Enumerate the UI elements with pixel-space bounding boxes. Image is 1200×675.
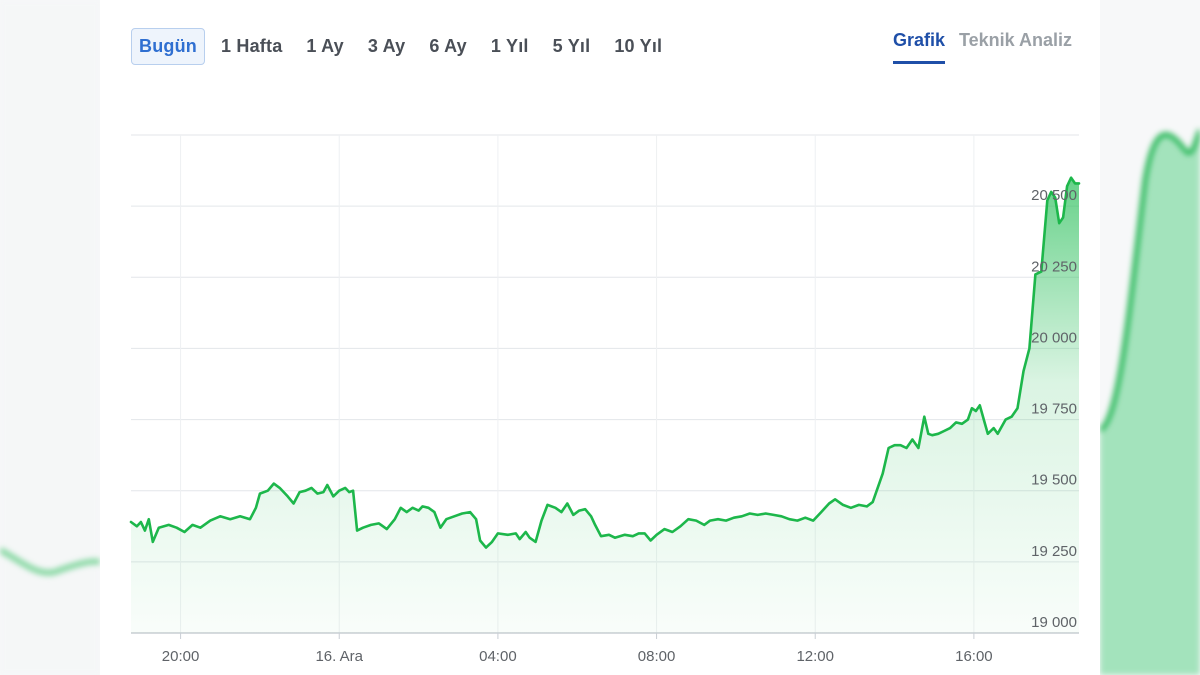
area-layer	[129, 176, 1081, 633]
range-button-bugun[interactable]: Bugün	[131, 28, 205, 65]
range-selector: Bugün 1 Hafta 1 Ay 3 Ay 6 Ay 1 Yıl 5 Yıl…	[131, 28, 678, 65]
left-background-blur	[0, 0, 100, 675]
y-tick-label: 19 750	[1031, 401, 1077, 418]
price-line	[129, 176, 1081, 549]
y-tick-label: 19 500	[1031, 472, 1077, 489]
y-tick-label: 19 000	[1031, 614, 1077, 631]
tab-grafik[interactable]: Grafik	[892, 30, 945, 64]
price-area-fill	[131, 177, 1079, 633]
range-button-1-yil[interactable]: 1 Yıl	[490, 36, 529, 56]
y-axis-labels: 19 000 19 250 19 500 19 750 20 000 20 250 20 5…	[1031, 187, 1077, 631]
x-tick-label: 16. Ara	[315, 648, 363, 665]
x-tick-label: 16:00	[955, 648, 993, 665]
right-background-blur	[1100, 0, 1200, 675]
range-button-10-yil[interactable]: 10 Yıl	[614, 36, 663, 56]
range-button-1-ay[interactable]: 1 Ay	[306, 36, 344, 56]
range-button-3-ay[interactable]: 3 Ay	[367, 36, 406, 56]
x-tick-label: 20:00	[162, 648, 200, 665]
range-button-6-ay[interactable]: 6 Ay	[429, 36, 467, 56]
x-tick-label: 04:00	[479, 648, 517, 665]
y-tick-label: 20 250	[1031, 258, 1077, 275]
tab-teknik-analiz[interactable]: Teknik Analiz	[958, 30, 1072, 50]
y-tick-label: 20 500	[1031, 187, 1077, 204]
x-tick-label: 08:00	[638, 648, 676, 665]
right-background-chart	[1100, 129, 1200, 675]
x-axis-labels: 20:00 16. Ara 04:00 08:00 12:00 16:00	[162, 648, 993, 665]
y-tick-label: 19 250	[1031, 543, 1077, 560]
left-background-chart	[0, 0, 100, 675]
view-tabs: Grafik Teknik Analiz	[892, 30, 1072, 64]
y-tick-label: 20 000	[1031, 329, 1077, 346]
range-button-5-yil[interactable]: 5 Yıl	[552, 36, 591, 56]
range-button-1-hafta[interactable]: 1 Hafta	[220, 36, 283, 56]
x-tick-label: 12:00	[796, 648, 834, 665]
